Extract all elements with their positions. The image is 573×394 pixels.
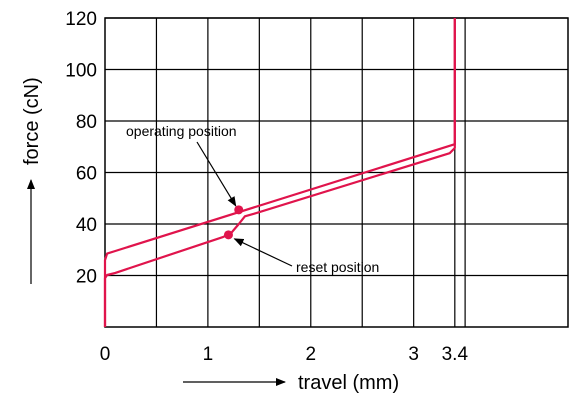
tick-labels: 0 1 2 3 3.4 20 40 60 80 100 120 <box>65 9 468 365</box>
y-tick-label: 100 <box>65 61 97 82</box>
reset-position-label: reset position <box>296 259 379 275</box>
operating-position-marker <box>234 205 243 214</box>
x-axis-title: travel (mm) <box>298 372 399 394</box>
x-tick-label: 3.4 <box>442 344 469 365</box>
y-tick-label: 40 <box>76 215 97 236</box>
grid <box>105 18 568 327</box>
annotation-layer: operating position reset position <box>126 123 379 275</box>
x-tick-label: 0 <box>100 344 111 365</box>
y-tick-label: 80 <box>76 112 97 133</box>
reset-position-marker <box>224 230 233 239</box>
x-tick-label: 1 <box>203 344 214 365</box>
x-tick-label: 3 <box>408 344 419 365</box>
operating-position-leader <box>197 142 236 206</box>
y-tick-label: 120 <box>65 9 97 30</box>
y-axis-title: force (cN) <box>21 77 43 165</box>
reset-position-leader <box>234 239 292 266</box>
operating-position-label: operating position <box>126 123 237 139</box>
y-tick-label: 20 <box>76 267 97 288</box>
y-tick-label: 60 <box>76 164 97 185</box>
x-tick-label: 2 <box>305 344 316 365</box>
